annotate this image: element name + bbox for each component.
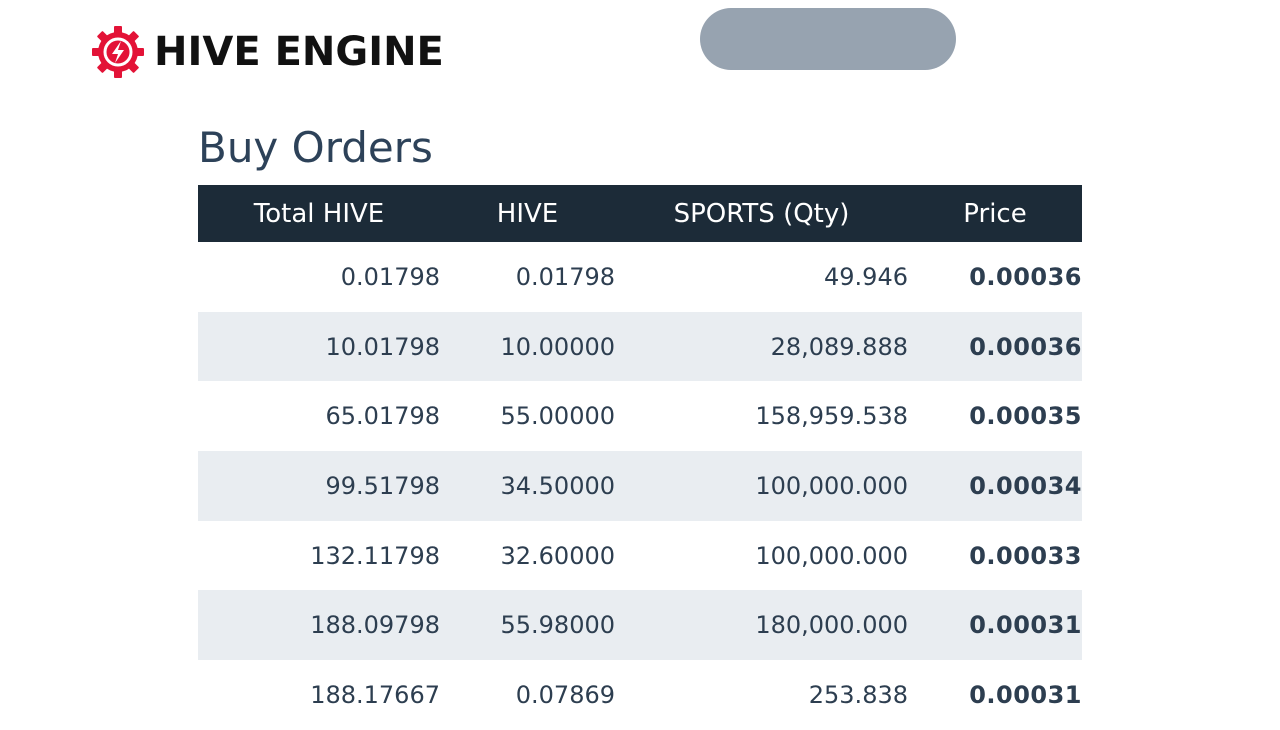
cell-sports-qty: 100,000.000	[755, 541, 908, 570]
cell-sports-qty: 180,000.000	[755, 611, 908, 640]
table-row[interactable]: 188.17667 0.07869 253.838 0.00031	[198, 660, 1082, 730]
cell-hive: 0.07869	[515, 680, 615, 709]
cell-hive: 0.01798	[515, 262, 615, 291]
table-row[interactable]: 188.09798 55.98000 180,000.000 0.00031	[198, 590, 1082, 661]
cell-price: 0.00034	[969, 471, 1082, 500]
cell-price: 0.00031	[969, 680, 1082, 709]
column-header-sports-qty[interactable]: SPORTS (Qty)	[673, 198, 850, 229]
cell-total-hive: 188.09798	[310, 611, 440, 640]
buy-orders-table: Total HIVE HIVE SPORTS (Qty) Price 0.017…	[198, 185, 1082, 730]
cell-hive: 32.60000	[500, 541, 615, 570]
cell-hive: 10.00000	[500, 332, 615, 361]
cell-hive: 34.50000	[500, 471, 615, 500]
logo-wordmark: HIVE ENGINE	[154, 29, 444, 75]
page-title: Buy Orders	[198, 123, 433, 172]
cell-sports-qty: 158,959.538	[755, 402, 908, 431]
cell-sports-qty: 253.838	[808, 680, 908, 709]
table-row[interactable]: 10.01798 10.00000 28,089.888 0.00036	[198, 311, 1082, 382]
table-header-row: Total HIVE HIVE SPORTS (Qty) Price	[198, 185, 1082, 242]
cell-total-hive: 99.51798	[325, 471, 440, 500]
column-header-total-hive[interactable]: Total HIVE	[253, 198, 385, 229]
column-header-hive[interactable]: HIVE	[496, 198, 559, 229]
cell-total-hive: 10.01798	[325, 332, 440, 361]
lightning-gear-icon	[92, 26, 144, 78]
table-row[interactable]: 99.51798 34.50000 100,000.000 0.00034	[198, 451, 1082, 521]
cell-price: 0.00031	[969, 611, 1082, 640]
cell-price: 0.00036	[969, 262, 1082, 291]
cell-sports-qty: 28,089.888	[770, 332, 908, 361]
hive-engine-logo[interactable]: HIVE ENGINE	[90, 24, 444, 80]
cell-price: 0.00033	[969, 541, 1082, 570]
table-row[interactable]: 0.01798 0.01798 49.946 0.00036	[198, 242, 1082, 312]
cell-hive: 55.00000	[500, 402, 615, 431]
header-action-button[interactable]	[700, 8, 956, 70]
cell-total-hive: 0.01798	[340, 262, 440, 291]
cell-price: 0.00036	[969, 332, 1082, 361]
table-row[interactable]: 65.01798 55.00000 158,959.538 0.00035	[198, 381, 1082, 451]
cell-total-hive: 132.11798	[310, 541, 440, 570]
cell-price: 0.00035	[969, 402, 1082, 431]
cell-total-hive: 188.17667	[310, 680, 440, 709]
cell-hive: 55.98000	[500, 611, 615, 640]
cell-sports-qty: 49.946	[824, 262, 908, 291]
cell-sports-qty: 100,000.000	[755, 471, 908, 500]
column-header-price[interactable]: Price	[963, 198, 1027, 229]
cell-total-hive: 65.01798	[325, 402, 440, 431]
table-row[interactable]: 132.11798 32.60000 100,000.000 0.00033	[198, 521, 1082, 591]
